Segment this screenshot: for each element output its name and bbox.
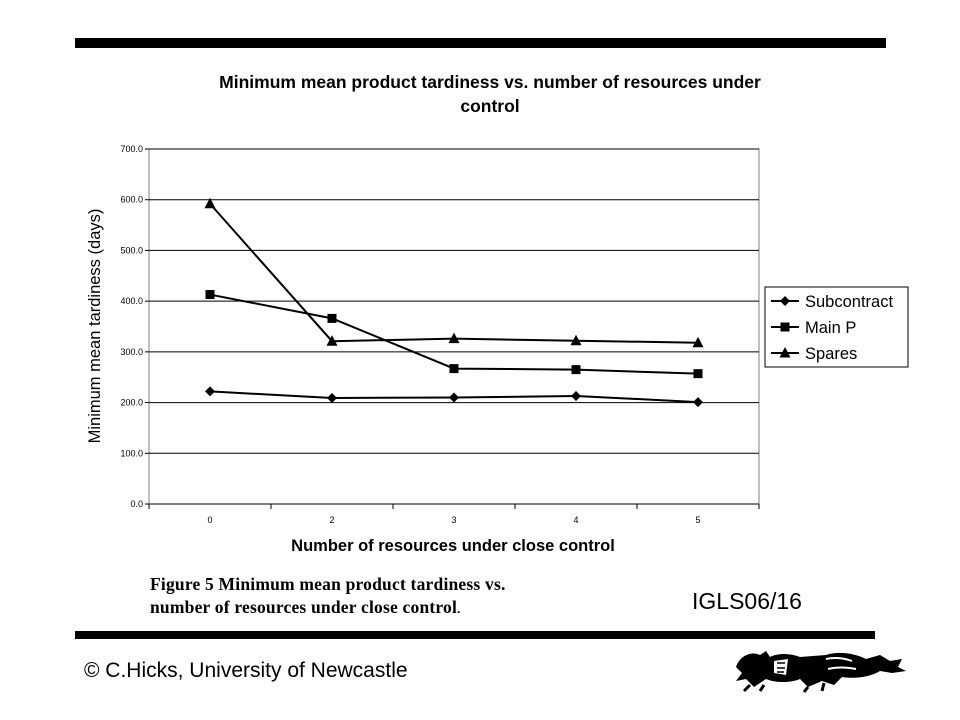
- y-tick-label: 700.0: [120, 144, 143, 154]
- figure-caption: Figure 5 Minimum mean product tardiness …: [150, 573, 670, 620]
- caption-end: .: [457, 601, 461, 616]
- legend-label-subcontract: Subcontract: [805, 293, 893, 311]
- slide-id: IGLS06/16: [692, 588, 802, 614]
- legend-label-spares: Spares: [805, 345, 857, 363]
- data-point-subcontract: [571, 390, 581, 401]
- x-tick-label: 5: [695, 515, 700, 525]
- y-tick-label: 600.0: [120, 195, 143, 205]
- data-point-subcontract: [693, 397, 703, 408]
- data-point-main-p: [205, 290, 215, 300]
- x-tick-label: 2: [329, 515, 334, 525]
- series-line-spares: [209, 203, 699, 344]
- data-point-spares: [326, 335, 338, 346]
- plot-area: [148, 148, 760, 505]
- data-point-subcontract: [327, 393, 337, 404]
- y-tick-label: 300.0: [120, 347, 143, 357]
- data-point-spares: [448, 332, 460, 344]
- y-tick-label: 0.0: [130, 499, 143, 509]
- y-tick-label: 400.0: [120, 296, 143, 306]
- data-point-main-p: [449, 364, 459, 374]
- data-point-subcontract: [449, 392, 459, 403]
- data-point-main-p: [693, 369, 703, 379]
- y-tick-label: 200.0: [120, 398, 143, 408]
- x-tick-label: 4: [573, 515, 578, 525]
- x-tick-label: 3: [451, 515, 456, 525]
- legend-marker-subcontract: [780, 296, 790, 306]
- university-lion-crest-icon: [736, 651, 906, 693]
- chart-title-line-1: Minimum mean product tardiness vs. numbe…: [219, 72, 761, 92]
- y-axis-label: Minimum mean tardiness (days): [86, 209, 104, 444]
- data-point-subcontract: [205, 386, 215, 397]
- legend-label-main-p: Main P: [805, 319, 856, 337]
- x-axis-label: Number of resources under close control: [291, 537, 615, 555]
- top-divider: [75, 38, 886, 48]
- chart-title-line-2: control: [460, 96, 519, 116]
- copyright-text: © C.Hicks, University of Newcastle: [84, 659, 408, 682]
- x-tick-label: 0: [207, 515, 212, 525]
- data-point-spares: [204, 197, 216, 209]
- y-tick-label: 500.0: [120, 245, 143, 255]
- caption-line-2: number of resources under close control: [150, 597, 458, 617]
- data-point-main-p: [571, 365, 581, 375]
- legend-marker-main-p: [780, 322, 790, 332]
- data-point-spares: [570, 334, 582, 346]
- caption-line-1: Figure 5 Minimum mean product tardiness …: [150, 574, 506, 594]
- data-point-main-p: [327, 313, 337, 323]
- y-tick-label: 100.0: [120, 448, 143, 458]
- data-point-spares: [692, 336, 704, 348]
- legend-marker-spares: [779, 347, 791, 358]
- bottom-divider: [75, 631, 875, 639]
